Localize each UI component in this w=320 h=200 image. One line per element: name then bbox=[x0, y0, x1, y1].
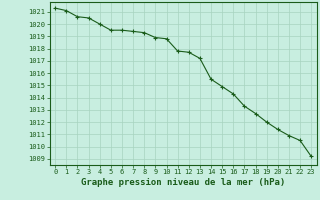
X-axis label: Graphe pression niveau de la mer (hPa): Graphe pression niveau de la mer (hPa) bbox=[81, 178, 285, 187]
